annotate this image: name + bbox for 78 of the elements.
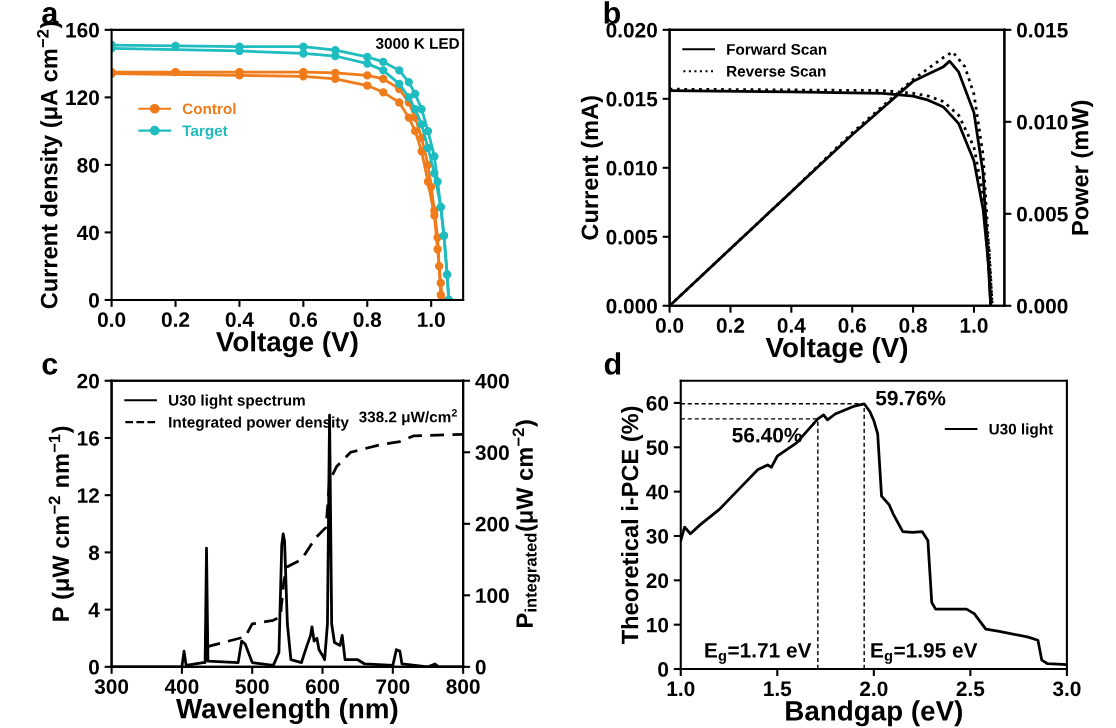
y-tick-label: 8 [88, 545, 100, 561]
annotation: 56.40% [732, 427, 802, 443]
x-tick-label: 1.5 [764, 681, 792, 697]
x-tick-label: 1.0 [667, 681, 695, 697]
y2-tick-label: 200 [475, 516, 509, 532]
y2-tick-label: 0.015 [1017, 22, 1068, 38]
y-axis-title: Current (mA) [580, 96, 603, 240]
legend-label: U30 light [989, 423, 1053, 438]
chart-title: d [604, 352, 621, 375]
y2-tick-label: 300 [475, 445, 509, 461]
y-tick-label: 20 [646, 573, 669, 589]
y2-tick-label: 0.010 [1017, 114, 1068, 130]
y2-tick-label: 0 [475, 659, 486, 675]
y-tick-label: 60 [646, 395, 669, 411]
x-axis-title: Voltage (V) [765, 336, 908, 363]
x-axis-title: Bandgap (eV) [786, 700, 962, 727]
y-tick-label: 20 [77, 373, 99, 389]
y-tick-label: 0.010 [606, 160, 657, 176]
x-axis-title: Voltage (V) [216, 331, 358, 358]
x-tick-label: 2.0 [860, 681, 888, 697]
y2-tick-label: 400 [475, 373, 509, 389]
y-tick-label: 0.020 [606, 22, 657, 38]
x-tick-label: 0.0 [97, 312, 126, 328]
y-tick-label: 10 [647, 617, 669, 633]
x-tick-label: 1.0 [960, 318, 988, 333]
y-tick-label: 12 [77, 488, 99, 503]
y-tick-label: 0.015 [606, 91, 658, 107]
y2-tick-label: 100 [476, 588, 509, 604]
legend-label: Forward Scan [727, 43, 827, 55]
y-axis-title: Theoretical i-PCE (%) [621, 406, 644, 644]
legend-label: Reverse Scan [727, 65, 826, 77]
y-tick-label: 120 [66, 90, 99, 106]
y2-axis-title: Power (mW) [1071, 100, 1094, 235]
y-tick-label: 0.000 [606, 298, 657, 314]
chart-title: c [42, 357, 58, 375]
annotation: 338.2 μW/cm$^{2}$ [359, 409, 457, 426]
annotation: 3000 K LED [375, 38, 459, 49]
x-tick-label: 700 [376, 679, 410, 694]
x-tick-label: 500 [235, 679, 269, 694]
x-tick-label: 400 [164, 679, 199, 694]
y-tick-label: 160 [66, 22, 99, 38]
y-tick-label: 0 [89, 659, 99, 675]
x-tick-label: 0.0 [655, 318, 684, 333]
y-tick-label: 0.005 [606, 229, 658, 245]
y-tick-label: 16 [77, 430, 100, 446]
y-tick-label: 80 [77, 157, 99, 173]
x-tick-label: 0.8 [353, 312, 382, 328]
y-tick-label: 0 [658, 662, 669, 677]
annotation: 59.76% [875, 390, 946, 406]
x-tick-label: 600 [305, 679, 340, 694]
x-axis-title: Wavelength (nm) [176, 698, 398, 725]
y-tick-label: 40 [646, 484, 669, 500]
y-tick-label: 40 [76, 225, 99, 241]
annotation: E$_{g}$=1.95 eV [871, 642, 978, 664]
x-tick-label: 300 [94, 679, 129, 694]
x-tick-label: 0.6 [289, 312, 318, 328]
x-tick-label: 0.6 [838, 318, 866, 333]
legend-label: Target [182, 125, 228, 140]
x-tick-label: 1.0 [418, 312, 445, 328]
chart-title: b [604, 1, 621, 24]
y2-tick-label: 0.000 [1017, 298, 1068, 314]
y-tick-label: 0 [89, 292, 99, 308]
legend-label: Control [182, 103, 236, 115]
x-tick-label: 2.5 [956, 681, 985, 697]
x-tick-label: 0.2 [716, 318, 745, 333]
y-tick-label: 50 [646, 440, 669, 456]
x-tick-label: 0.4 [777, 318, 806, 333]
y-axis-title: P (μW cm$^{−2}$ nm$^{−1}$) [48, 426, 74, 621]
y-tick-label: 4 [88, 602, 100, 618]
y-tick-label: 30 [646, 528, 669, 544]
y2-tick-label: 0.005 [1017, 206, 1068, 222]
x-tick-label: 800 [446, 679, 480, 694]
annotation: E$_{g}$=1.71 eV [705, 643, 812, 664]
x-tick-label: 3.0 [1052, 681, 1081, 697]
legend-label: U30 light spectrum [169, 394, 305, 409]
x-tick-label: 0.4 [225, 312, 254, 328]
x-tick-label: 0.2 [161, 312, 190, 328]
x-tick-label: 0.8 [899, 318, 927, 333]
